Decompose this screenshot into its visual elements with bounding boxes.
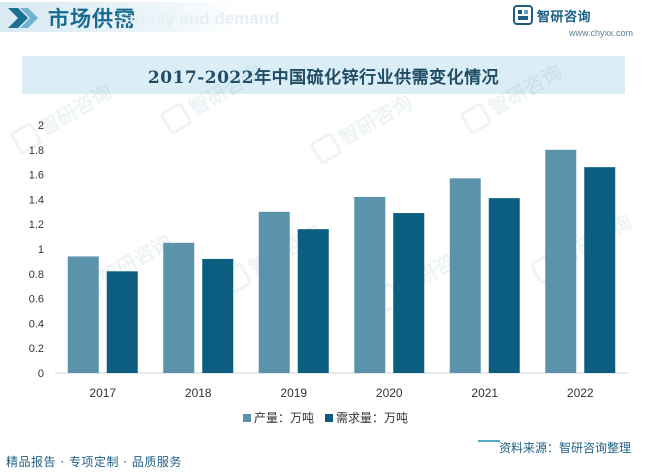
- y-tick-label: 0.2: [29, 343, 44, 355]
- x-tick-label: 2018: [185, 386, 212, 400]
- watermark: 智研咨询: [310, 90, 416, 164]
- y-tick-label: 1.8: [29, 145, 44, 157]
- bar-demand: [202, 258, 234, 373]
- y-tick-label: 0.6: [29, 294, 44, 306]
- chyxx-logo-icon: [513, 5, 533, 25]
- x-tick-label: 2019: [280, 386, 307, 400]
- y-tick-label: 0: [38, 368, 44, 380]
- section-ghost-text: Supply and demand: [118, 9, 280, 28]
- bar-production: [545, 149, 577, 373]
- y-tick-label: 1.4: [29, 194, 44, 206]
- bar-demand: [584, 167, 616, 373]
- y-tick-label: 1: [38, 244, 44, 256]
- y-tick-label: 2: [38, 120, 44, 132]
- legend-swatch: [325, 414, 333, 422]
- legend-label: 产量：万吨: [254, 411, 314, 425]
- x-tick-label: 2021: [471, 386, 498, 400]
- bars: [67, 149, 616, 373]
- watermark: 智研咨询: [460, 60, 566, 134]
- section-title: 市场供需: [48, 7, 136, 31]
- footer-services: 精品报告 · 专项定制 · 品质服务: [6, 455, 182, 469]
- source-accent-line: [478, 440, 500, 442]
- bar-production: [67, 256, 99, 373]
- watermark-text: 智研咨询: [485, 60, 566, 121]
- watermark: 智研咨询: [160, 60, 266, 134]
- legend: 产量：万吨 需求量：万吨: [243, 411, 408, 425]
- x-tick-label: 2022: [567, 386, 594, 400]
- x-tick-label: 2020: [376, 386, 403, 400]
- x-tick-label: 2017: [89, 386, 116, 400]
- double-chevron-icon: [8, 8, 38, 28]
- y-tick-label: 1.2: [29, 219, 44, 231]
- header: 市场供需 Supply and demand 智研咨询 www.chyxx.co…: [0, 0, 653, 40]
- bar-demand: [106, 271, 138, 373]
- brand: 智研咨询 www.chyxx.com: [513, 5, 633, 39]
- y-axis: 0 0.2 0.4 0.6 0.8 1 1.2 1.4 1.6 1.8 2: [29, 120, 44, 380]
- bar-demand: [393, 213, 425, 373]
- bar-production: [258, 211, 290, 373]
- brand-name: 智研咨询: [537, 10, 592, 25]
- legend-label: 需求量：万吨: [336, 411, 408, 425]
- y-tick-label: 1.6: [29, 170, 44, 182]
- watermark-text: 智研咨询: [35, 80, 116, 141]
- header-bar: [0, 2, 240, 32]
- y-tick-label: 0.4: [29, 318, 44, 330]
- bar-demand: [297, 229, 329, 373]
- chart-title: 2017-2022年中国硫化锌行业供需变化情况: [147, 67, 500, 88]
- y-tick-label: 0.8: [29, 269, 44, 281]
- legend-swatch: [243, 414, 251, 422]
- brand-url[interactable]: www.chyxx.com: [568, 28, 633, 38]
- chart-title-band: 2017-2022年中国硫化锌行业供需变化情况: [22, 56, 625, 94]
- watermark-text: 智研咨询: [185, 60, 266, 121]
- bar-demand: [488, 198, 520, 373]
- footer-source: 资料来源：智研咨询整理: [498, 441, 631, 455]
- footer: 精品报告 · 专项定制 · 品质服务 资料来源：智研咨询整理: [0, 440, 653, 473]
- watermark: 智研咨询: [10, 80, 116, 154]
- bar-production: [449, 178, 481, 373]
- bar-production: [354, 196, 386, 373]
- watermark-text: 智研咨询: [335, 90, 416, 151]
- bar-production: [163, 242, 195, 373]
- x-axis: 2017 2018 2019 2020 2021 2022: [89, 386, 594, 400]
